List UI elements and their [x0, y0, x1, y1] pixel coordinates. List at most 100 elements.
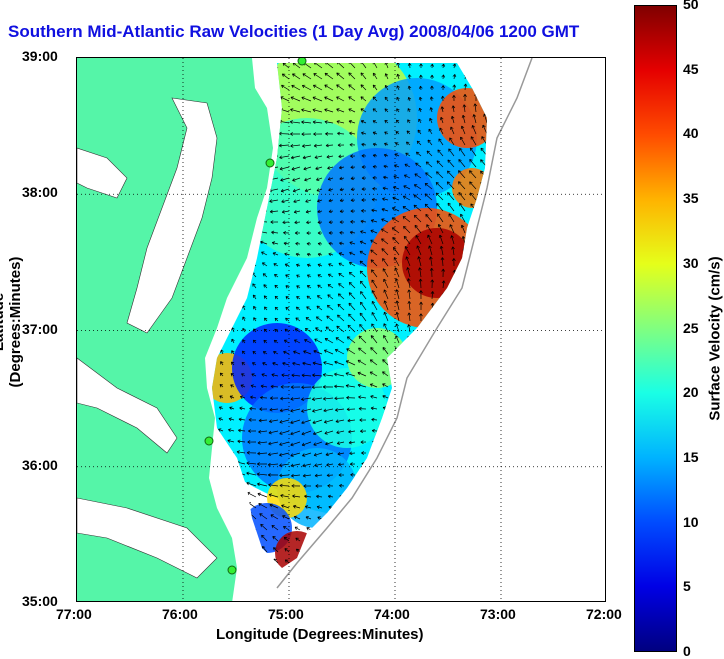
velocity-arrow	[273, 339, 279, 344]
velocity-arrow	[301, 108, 312, 113]
velocity-arrow	[294, 526, 301, 531]
velocity-arrow	[418, 96, 423, 102]
velocity-arrow	[486, 63, 487, 69]
velocity-arrow	[273, 351, 279, 355]
velocity-arrow	[475, 532, 479, 542]
velocity-arrow	[427, 488, 433, 498]
velocity-arrow	[381, 238, 389, 245]
velocity-arrow	[460, 136, 466, 146]
velocity-arrow	[274, 570, 278, 574]
velocity-arrow	[262, 273, 268, 278]
velocity-arrow	[350, 154, 356, 158]
velocity-arrow	[251, 556, 257, 564]
velocity-arrow	[260, 395, 268, 400]
velocity-arrow	[429, 371, 433, 377]
velocity-arrow	[460, 125, 466, 135]
velocity-arrow	[485, 81, 487, 91]
velocity-arrow	[348, 261, 356, 267]
velocity-arrow	[473, 103, 478, 113]
velocity-arrow	[249, 406, 257, 411]
velocity-arrow	[262, 73, 268, 80]
velocity-arrow	[328, 231, 334, 235]
velocity-arrow	[452, 258, 456, 267]
velocity-arrow	[217, 439, 224, 443]
velocity-arrow	[284, 252, 290, 257]
velocity-arrow	[419, 74, 423, 80]
velocity-arrow	[361, 165, 367, 169]
velocity-arrow	[312, 361, 323, 366]
velocity-arrow	[395, 323, 400, 333]
velocity-arrow	[463, 282, 468, 289]
velocity-arrow	[293, 210, 301, 214]
velocity-arrow	[274, 594, 278, 597]
velocity-arrow	[312, 108, 323, 113]
velocity-arrow	[430, 85, 434, 91]
velocity-arrow	[417, 406, 422, 410]
velocity-arrow	[462, 497, 467, 509]
velocity-arrow	[219, 372, 224, 377]
velocity-colorbar	[634, 5, 677, 652]
velocity-arrow	[430, 564, 435, 568]
y-axis-label: Latitude (Degrees:Minutes)	[0, 256, 24, 388]
velocity-arrow	[349, 142, 356, 147]
velocity-arrow	[336, 72, 345, 80]
velocity-arrow	[307, 560, 312, 564]
velocity-arrow	[382, 197, 389, 201]
velocity-arrow	[361, 451, 367, 455]
velocity-arrow	[262, 351, 268, 355]
velocity-arrow	[340, 537, 345, 542]
velocity-arrow	[326, 462, 334, 467]
velocity-arrow	[301, 373, 312, 378]
velocity-arrow	[392, 196, 400, 201]
velocity-arrow	[351, 537, 356, 542]
velocity-arrow	[220, 361, 224, 366]
velocity-arrow	[417, 129, 422, 135]
velocity-arrow	[383, 289, 389, 300]
velocity-arrow	[305, 199, 312, 203]
velocity-arrow	[334, 384, 345, 389]
velocity-arrow	[484, 249, 487, 256]
map-plot-area[interactable]	[76, 57, 606, 602]
velocity-arrow	[263, 593, 267, 596]
velocity-arrow	[301, 120, 312, 124]
velocity-arrow	[228, 417, 235, 421]
velocity-arrow	[360, 84, 367, 91]
velocity-arrow	[286, 594, 289, 597]
velocity-arrow	[361, 209, 367, 213]
velocity-arrow	[329, 538, 334, 542]
velocity-arrow	[485, 327, 487, 333]
velocity-arrow	[469, 170, 477, 179]
velocity-arrow	[248, 429, 257, 433]
velocity-arrow	[257, 451, 268, 456]
velocity-arrow	[345, 384, 356, 388]
velocity-arrow	[296, 274, 301, 278]
velocity-arrow	[338, 154, 345, 159]
speed-patch	[307, 368, 387, 448]
velocity-arrow	[441, 519, 446, 531]
velocity-arrow	[446, 170, 455, 179]
velocity-arrow	[339, 176, 345, 181]
velocity-arrow	[360, 63, 367, 69]
velocity-arrow	[485, 522, 487, 531]
speed-patch	[275, 531, 319, 568]
velocity-arrow	[481, 466, 487, 476]
velocity-arrow	[416, 470, 422, 476]
velocity-arrow	[463, 83, 468, 91]
velocity-arrow	[370, 229, 378, 234]
velocity-arrow	[248, 418, 257, 422]
velocity-arrow	[451, 497, 455, 509]
velocity-arrow	[360, 230, 367, 234]
velocity-arrow	[290, 96, 301, 102]
velocity-arrow	[246, 491, 257, 498]
velocity-arrow	[284, 548, 290, 553]
velocity-arrow	[284, 559, 290, 564]
velocity-arrow	[267, 452, 279, 457]
velocity-arrow	[370, 395, 378, 399]
velocity-arrow	[453, 589, 456, 596]
velocity-arrow	[274, 274, 279, 278]
station-dot	[204, 436, 214, 446]
velocity-arrow	[274, 284, 279, 289]
velocity-arrow	[362, 536, 367, 542]
velocity-arrow	[313, 441, 323, 446]
velocity-arrow	[279, 155, 290, 160]
